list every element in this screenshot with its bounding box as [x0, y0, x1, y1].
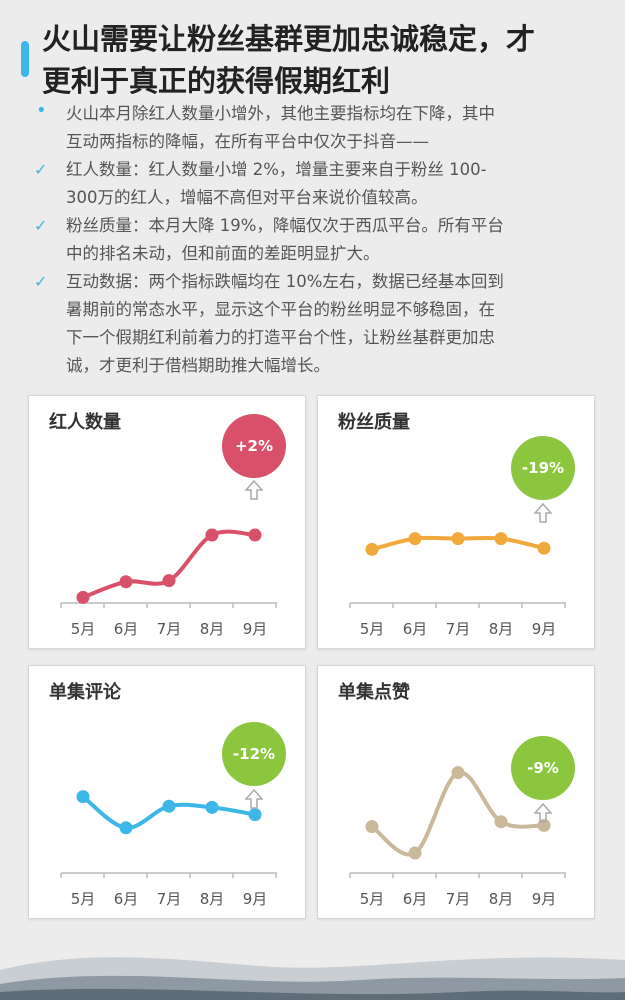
chart-title: 单集点赞: [338, 682, 410, 703]
summary-text-line: 下一个假期红利前着力的打造平台个性，让粉丝基群更加忠: [66, 328, 495, 347]
checkmark-icon: ✓: [34, 272, 48, 291]
x-tick-label: 8月: [200, 620, 225, 638]
data-point: [162, 574, 176, 588]
chart-card-episode-comments: 5月 6月 7月 8月 9月 单集评论 -12%: [28, 665, 306, 919]
chart-card-episode-likes: 5月 6月 7月 8月 9月 单集点赞 -9%: [317, 665, 595, 919]
x-tick-label: 7月: [157, 890, 182, 908]
x-tick-label: 6月: [403, 620, 428, 638]
data-point: [494, 532, 508, 546]
title-accent-bar: [21, 41, 29, 77]
summary-list: • 火山本月除红人数量小增外，其他主要指标均在下降，其中 互动两指标的降幅，在所…: [32, 100, 602, 380]
x-tick-label: 9月: [532, 890, 557, 908]
x-tick-label: 7月: [446, 890, 471, 908]
summary-text-line: 300万的红人，增幅不高但对平台来说价值较高。: [66, 188, 428, 207]
x-tick-label: 8月: [200, 890, 225, 908]
bullet-dot-icon: •: [36, 100, 47, 121]
x-tick-label: 9月: [532, 620, 557, 638]
summary-text-line: 火山本月除红人数量小增外，其他主要指标均在下降，其中: [66, 104, 495, 123]
data-point: [451, 532, 465, 546]
series-line: [81, 529, 257, 600]
up-arrow-icon: [245, 480, 263, 500]
episode-likes-line-chart: 5月 6月 7月 8月 9月: [349, 766, 566, 908]
data-point: [205, 800, 219, 814]
change-badge: -12%: [222, 722, 286, 786]
fan-quality-line-chart: 5月 6月 7月 8月 9月: [349, 532, 566, 638]
checkmark-icon: ✓: [34, 216, 48, 235]
data-point: [408, 532, 422, 546]
change-badge: -9%: [511, 736, 575, 800]
page-title: 火山需要让粉丝基群更加忠诚稳定，才 更利于真正的获得假期红利: [42, 18, 612, 102]
page-title-line-2: 更利于真正的获得假期红利: [42, 64, 391, 98]
data-point: [76, 590, 90, 604]
page-title-line-1: 火山需要让粉丝基群更加忠诚稳定，才: [42, 22, 536, 56]
decorative-wave: [0, 957, 625, 1000]
x-tick-label: 8月: [489, 620, 514, 638]
data-point: [365, 542, 379, 556]
summary-text-line: 互动两指标的降幅，在所有平台中仅次于抖音——: [66, 132, 429, 151]
summary-text-line: 粉丝质量：本月大降 19%，降幅仅次于西瓜平台。所有平台: [66, 216, 504, 235]
data-point: [76, 790, 90, 804]
x-tick-label: 8月: [489, 890, 514, 908]
data-point: [451, 766, 465, 780]
x-tick-label: 5月: [360, 890, 385, 908]
data-point: [119, 821, 133, 835]
summary-text-line: 互动数据：两个指标跌幅均在 10%左右，数据已经基本回到: [66, 272, 504, 291]
summary-item-engagement: ✓ 互动数据：两个指标跌幅均在 10%左右，数据已经基本回到 暑期前的常态水平，…: [32, 268, 602, 380]
x-tick-label: 7月: [446, 620, 471, 638]
x-tick-label: 6月: [114, 620, 139, 638]
episode-comments-line-chart: 5月 6月 7月 8月 9月: [60, 790, 277, 908]
chart-card-fan-quality: 5月 6月 7月 8月 9月 粉丝质量 -19%: [317, 395, 595, 649]
data-point: [119, 575, 133, 589]
chart-title: 单集评论: [49, 682, 121, 703]
x-tick-label: 7月: [157, 620, 182, 638]
data-point: [494, 815, 508, 829]
x-tick-label: 5月: [71, 620, 96, 638]
data-point: [162, 799, 176, 813]
chart-title: 粉丝质量: [338, 412, 410, 433]
data-point: [537, 541, 551, 555]
summary-item-fan-quality: ✓ 粉丝质量：本月大降 19%，降幅仅次于西瓜平台。所有平台 中的排名未动，但和…: [32, 212, 602, 268]
x-tick-label: 9月: [243, 620, 268, 638]
x-tick-label: 6月: [403, 890, 428, 908]
summary-text-line: 中的排名未动，但和前面的差距明显扩大。: [66, 244, 380, 263]
summary-text-line: 诚，才更利于借档期助推大幅增长。: [66, 356, 330, 375]
data-point: [365, 820, 379, 834]
up-arrow-icon: [534, 503, 552, 523]
change-badge: +2%: [222, 414, 286, 478]
up-arrow-icon: [534, 803, 552, 823]
summary-item-influencers: ✓ 红人数量：红人数量小增 2%，增量主要来自于粉丝 100- 300万的红人，…: [32, 156, 602, 212]
x-tick-label: 9月: [243, 890, 268, 908]
data-point: [205, 528, 219, 542]
summary-text-line: 暑期前的常态水平，显示这个平台的粉丝明显不够稳固，在: [66, 300, 495, 319]
influencer-count-line-chart: 5月 6月 7月 8月 9月: [60, 528, 277, 638]
data-point: [408, 846, 422, 860]
summary-item-overview: • 火山本月除红人数量小增外，其他主要指标均在下降，其中 互动两指标的降幅，在所…: [32, 100, 602, 156]
summary-text-line: 红人数量：红人数量小增 2%，增量主要来自于粉丝 100-: [66, 160, 487, 179]
checkmark-icon: ✓: [34, 160, 48, 179]
chart-title: 红人数量: [49, 412, 121, 433]
data-point: [248, 808, 262, 822]
x-tick-label: 5月: [360, 620, 385, 638]
change-badge: -19%: [511, 436, 575, 500]
x-tick-label: 6月: [114, 890, 139, 908]
data-point: [248, 528, 262, 542]
x-tick-label: 5月: [71, 890, 96, 908]
chart-card-influencer-count: 5月 6月 7月 8月 9月 红人数量 +2%: [28, 395, 306, 649]
up-arrow-icon: [245, 789, 263, 809]
